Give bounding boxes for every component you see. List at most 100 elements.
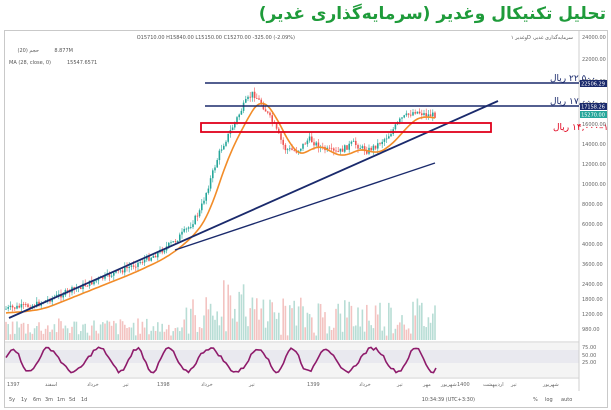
volume-bar [399,322,401,340]
volume-bar [245,316,247,340]
candle-body [135,266,137,268]
volume-bar [27,323,29,340]
x-tick-label: تیر [510,382,517,388]
volume-bar [16,321,18,340]
volume-bar [282,298,284,340]
candle-body [209,178,212,189]
volume-bar [256,298,258,340]
candle-body [330,148,333,150]
range-6m-button[interactable]: 6m [33,397,41,403]
volume-bar [286,335,289,340]
price-chart[interactable]: وغدیر ۱D ،سرمایه‌گذاری غدیر O15710.00 H1… [5,31,607,407]
x-tick-label: تیر [396,382,403,388]
candle-body [102,276,104,279]
range-1y-button[interactable]: 1y [21,397,27,403]
range-1d-button[interactable]: 1d [81,397,87,403]
x-tick-label: خرداد [359,382,371,388]
volume-bar [132,322,135,340]
volume-bar [84,323,86,340]
auto-toggle[interactable]: auto [561,397,572,403]
volume-bar [183,319,185,340]
candle-body [170,242,172,244]
candle-body [361,146,364,149]
y-tick-label: 12000.00 [582,162,606,168]
volume-bar [5,321,7,340]
range-3m-button[interactable]: 3m [45,397,53,403]
volume-bar [359,326,361,340]
candle-body [357,144,359,149]
volume-bar [73,321,75,340]
candle-body [311,136,313,143]
volume-bar [130,327,133,340]
volume-bar [346,317,348,340]
candle-body [207,188,210,193]
volume-bar [313,332,315,340]
candle-body [150,257,152,261]
chart-frame[interactable]: وغدیر ۱D ،سرمایه‌گذاری غدیر O15710.00 H1… [4,30,608,408]
y-axis[interactable]: 24000.0022000.0020000.0018000.0016000.00… [582,35,606,333]
volume-bar [106,320,108,340]
candle-body [421,113,423,115]
chart-headline: تحلیل تکنیکال وغدیر (سرمایه‌گذاری غدیر) [258,4,606,24]
volume-bar [143,327,146,340]
volume-bar [289,305,291,340]
volume-bar [93,320,95,340]
range-toolbar: 5y 1y 6m 3m 1m 5d 1d [9,397,87,403]
x-tick-label: اسفند [45,382,57,388]
candle-body [390,134,392,137]
volume-bar [284,305,287,340]
volume-bar [60,321,62,340]
volume-bar [258,319,260,340]
volume-bar [322,317,324,340]
volume-bar [396,324,399,340]
candle-body [286,149,289,151]
candle-body [434,112,436,118]
x-tick-label: خرداد [201,382,213,388]
volume-bar [432,313,434,340]
candle-body [383,139,386,142]
volume-bar [7,324,9,340]
candle-body [346,145,348,150]
volume-bar [280,334,282,340]
range-1m-button[interactable]: 1m [57,397,65,403]
volume-bar [324,312,326,340]
volume-bar [429,322,432,340]
volume-bar [25,333,27,340]
volume-bar [29,332,31,340]
percent-toggle[interactable]: % [533,397,538,403]
candle-body [194,215,196,225]
candle-body [352,140,355,142]
volume-bar [194,315,196,340]
range-5y-button[interactable]: 5y [9,397,15,403]
volume-bar [350,305,353,340]
log-toggle[interactable]: log [545,397,553,403]
candle-body [414,112,416,114]
oscillator-line [5,346,437,374]
volume-bar [157,322,159,340]
volume-bar [128,327,130,340]
candle-body [335,150,337,152]
candle-body [88,280,91,287]
volume-bar [88,335,91,340]
range-5d-button[interactable]: 5d [69,397,75,403]
x-axis[interactable]: 1397 اسفند خرداد تیر 1398 خرداد تیر 1399 خرداد تی… [7,382,559,388]
candle-body [154,255,157,258]
volume-bar [203,315,205,340]
volume-bar [319,303,322,340]
volume-bar [227,284,229,340]
x-tick-label: تیر [248,382,255,388]
volume-bar [267,321,269,340]
x-tick-label: اردیبهشت [483,382,504,388]
volume-bar [264,327,267,340]
volume-bar [141,321,144,340]
oscillator-band [5,350,579,363]
volume-bar [260,308,262,340]
volume-bar [394,328,397,340]
candle-body [218,150,221,161]
x-tick-label: 1399 [307,382,320,388]
volume-bar [317,303,320,340]
volume-bar [273,312,276,340]
candle-body [174,241,177,243]
volume-bar [216,311,218,340]
